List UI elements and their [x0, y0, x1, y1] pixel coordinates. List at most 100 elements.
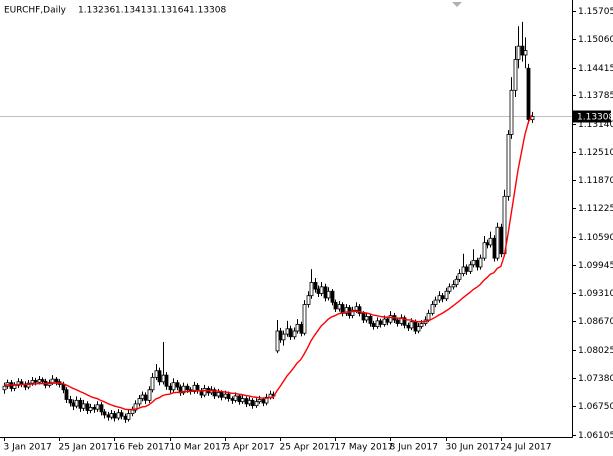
- x-tick-label: 30 Jun 2017: [446, 443, 500, 453]
- candle-body: [230, 398, 235, 401]
- candle-body: [402, 317, 407, 326]
- candle-body: [513, 59, 518, 91]
- candle-body: [157, 370, 162, 383]
- candle-body: [295, 323, 300, 332]
- candle-body: [116, 412, 121, 419]
- candle-body: [123, 415, 128, 420]
- candle-body: [388, 315, 393, 323]
- candle-body: [133, 403, 138, 411]
- candle-body: [264, 396, 269, 404]
- candle-body: [447, 286, 452, 292]
- y-tick-label: 1.10590: [578, 233, 613, 243]
- candle-body: [302, 304, 307, 334]
- candle-body: [109, 413, 114, 418]
- candle-body: [495, 226, 500, 259]
- candle-body: [140, 394, 145, 399]
- candle-body: [395, 319, 400, 324]
- candle-body: [413, 321, 418, 332]
- candle-body: [475, 259, 480, 268]
- candle-body: [385, 318, 390, 323]
- candle-body: [337, 304, 342, 310]
- candle-body: [375, 320, 380, 327]
- candle-body: [164, 374, 169, 387]
- candle-body: [488, 237, 493, 246]
- candle-body: [492, 237, 497, 259]
- candle-body: [202, 388, 207, 396]
- y-tick-label: 1.06750: [578, 402, 613, 412]
- candle-body: [185, 385, 190, 391]
- candle-body: [275, 330, 280, 352]
- candle-body: [426, 312, 431, 321]
- candle-body: [92, 407, 97, 410]
- candle-body: [281, 333, 286, 341]
- candle-body: [433, 299, 438, 305]
- candle-body: [382, 318, 387, 325]
- candle-body: [285, 328, 290, 335]
- y-tick-label: 1.14415: [578, 64, 613, 74]
- candle-body: [471, 259, 476, 266]
- candle-body: [419, 323, 424, 327]
- candle-body: [313, 282, 318, 290]
- candle-body: [219, 391, 224, 398]
- candle-body: [371, 323, 376, 327]
- candle-body: [147, 389, 152, 401]
- x-tick-label: 17 May 2017: [335, 443, 394, 453]
- candle-body: [368, 316, 373, 324]
- candle-body: [150, 376, 155, 391]
- y-tick-label: 1.08670: [578, 317, 613, 327]
- header-high: 1.13413: [115, 6, 152, 16]
- candle-body: [440, 295, 445, 300]
- candle-body: [409, 321, 414, 329]
- candle-body: [306, 295, 311, 305]
- x-tick-label: 25 Apr 2017: [280, 443, 336, 453]
- candle-body: [485, 242, 490, 246]
- candle-body: [37, 379, 42, 383]
- candle-body: [257, 399, 262, 403]
- candle-body: [482, 242, 487, 259]
- candle-body: [244, 398, 249, 405]
- candle-body: [430, 304, 435, 314]
- x-tick-label: 3 Apr 2017: [225, 443, 275, 453]
- candle-body: [119, 412, 124, 417]
- candle-body: [71, 402, 76, 407]
- header-low: 1.13164: [152, 6, 189, 16]
- x-tick-label: 10 Mar 2017: [170, 443, 227, 453]
- x-tick-label: 3 Jan 2017: [4, 443, 52, 453]
- candle-body: [106, 414, 111, 418]
- candle-body: [437, 295, 442, 301]
- y-tick-label: 1.13785: [578, 91, 613, 101]
- header: EURCHF,Daily 1.13236 1.13413 1.13164 1.1…: [4, 6, 226, 16]
- candle-body: [85, 403, 90, 411]
- header-close: 1.13308: [189, 6, 226, 16]
- candle-body: [506, 134, 511, 197]
- candle-body: [154, 370, 159, 378]
- header-open: 1.13236: [78, 6, 115, 16]
- candle-body: [240, 398, 245, 403]
- candle-body: [316, 288, 321, 294]
- candle-body: [323, 286, 328, 299]
- moving-average: [3, 114, 533, 411]
- candle-body: [468, 264, 473, 272]
- candle-body: [99, 404, 104, 413]
- x-tick-label: 16 Feb 2017: [114, 443, 170, 453]
- candle-body: [520, 45, 525, 56]
- candle-body: [326, 290, 331, 299]
- candle-body: [247, 399, 252, 405]
- candle-body: [268, 393, 273, 398]
- y-tick-label: 1.09310: [578, 289, 613, 299]
- x-tick-label: 8 Jun 2017: [390, 443, 438, 453]
- candle-body: [54, 378, 59, 383]
- candle-body: [499, 226, 504, 255]
- candle-body: [112, 413, 117, 419]
- candle-body: [126, 413, 131, 420]
- candle-body: [226, 393, 231, 399]
- candle-body: [216, 391, 221, 397]
- x-tick-label: 25 Jan 2017: [59, 443, 113, 453]
- candle-body: [33, 380, 38, 383]
- candle-body: [261, 399, 266, 404]
- candle-body: [74, 399, 79, 407]
- candle-body: [19, 381, 24, 385]
- candle-body: [143, 394, 148, 401]
